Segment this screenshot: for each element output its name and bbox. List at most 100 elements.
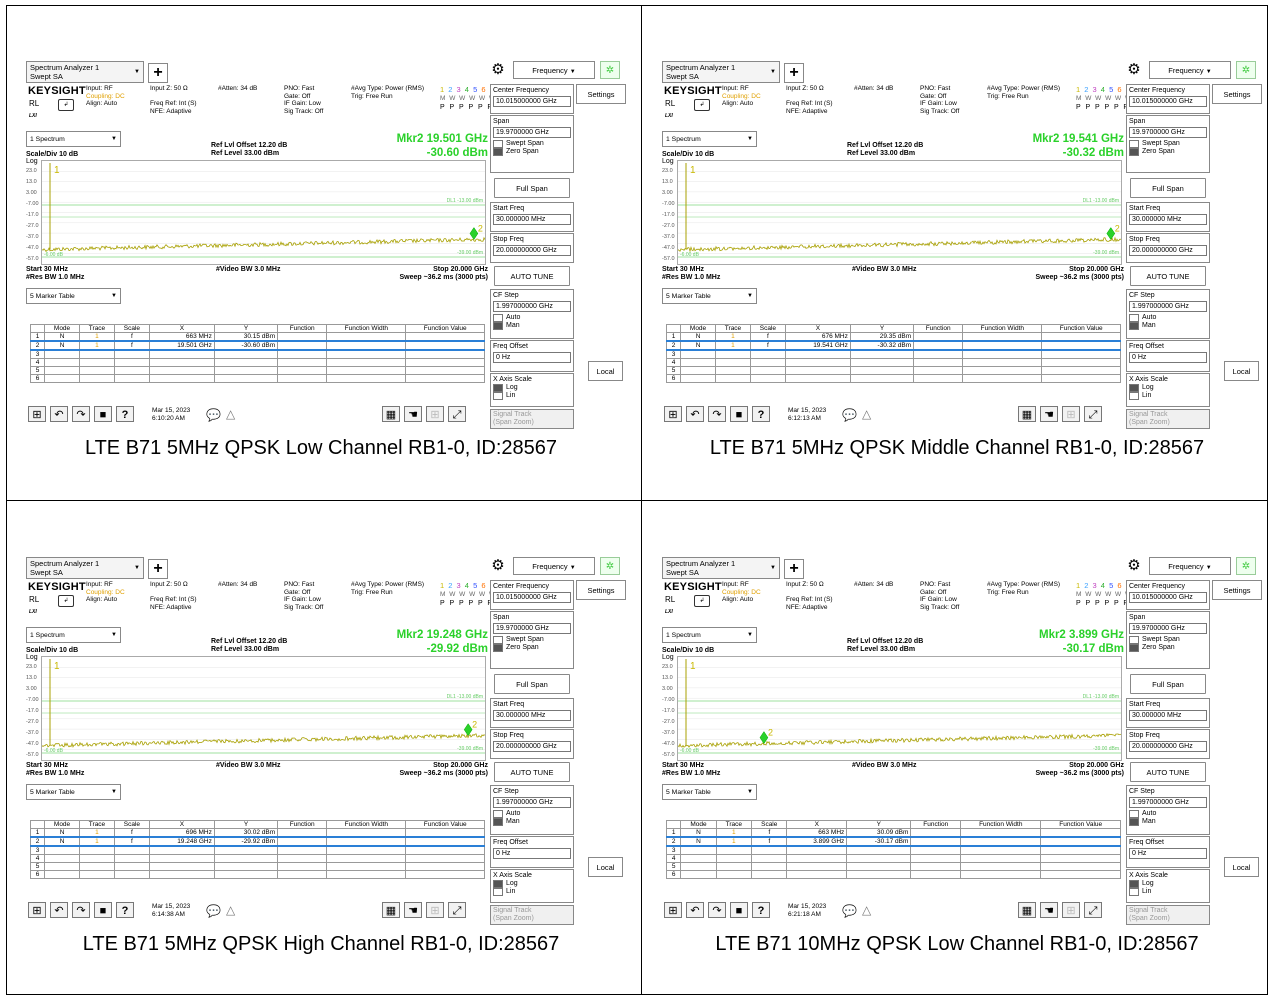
warning-icon[interactable]: △ — [226, 407, 236, 421]
lin-option[interactable]: Lin — [493, 888, 571, 896]
multi-window-icon[interactable]: ⊞ — [426, 902, 444, 918]
zero-span-option[interactable]: Zero Span — [1129, 148, 1207, 156]
span-value[interactable]: 19.9700000 GHz — [1129, 127, 1207, 138]
table-row[interactable]: 3 — [665, 845, 1121, 855]
table-row[interactable]: 6 — [665, 374, 1121, 383]
cf-step-man-option[interactable]: Man — [1129, 818, 1207, 826]
gear-icon[interactable]: ⚙ — [1127, 557, 1141, 574]
instrument-selector[interactable]: Spectrum Analyzer 1 Swept SA ▼ — [662, 557, 780, 579]
start-freq-field[interactable]: Start Freq 30.000000 MHz — [490, 202, 574, 232]
table-row[interactable]: 1 N 1 f 696 MHz 30.02 dBm — [29, 828, 485, 838]
x-axis-scale-field[interactable]: X Axis Scale Log Lin — [1126, 373, 1210, 407]
auto-tune-button[interactable]: AUTO TUNE — [494, 266, 570, 286]
undo-icon[interactable]: ↶ — [50, 406, 68, 422]
freq-offset-value[interactable]: 0 Hz — [493, 848, 571, 859]
settings-button[interactable]: Settings — [576, 580, 626, 600]
table-row[interactable]: 4 — [665, 358, 1121, 367]
freq-offset-value[interactable]: 0 Hz — [1129, 848, 1207, 859]
local-button[interactable]: Local — [588, 361, 623, 381]
cf-step-auto-option[interactable]: Auto — [493, 314, 571, 322]
spectrum-dropdown[interactable]: 1 Spectrum ▼ — [662, 627, 757, 643]
x-axis-scale-field[interactable]: X Axis Scale Log Lin — [490, 869, 574, 903]
frequency-menu-tab[interactable]: Frequency ▼ — [1149, 61, 1231, 79]
signal-track-button[interactable]: Signal Track (Span Zoom) — [490, 409, 574, 429]
marker-table-dropdown[interactable]: 5 Marker Table ▼ — [26, 784, 121, 800]
freq-offset-value[interactable]: 0 Hz — [1129, 352, 1207, 363]
span-field[interactable]: Span 19.9700000 GHz Swept Span Zero Span — [1126, 611, 1210, 669]
cf-step-value[interactable]: 1.997000000 GHz — [1129, 797, 1207, 808]
stop-freq-field[interactable]: Stop Freq 20.000000000 GHz — [1126, 233, 1210, 263]
freq-offset-field[interactable]: Freq Offset 0 Hz — [1126, 836, 1210, 868]
swept-span-option[interactable]: Swept Span — [1129, 636, 1207, 644]
table-row[interactable]: 2 N 1 f 19.541 GHz -30.32 dBm — [665, 340, 1121, 351]
signal-track-button[interactable]: Signal Track (Span Zoom) — [490, 905, 574, 925]
add-screen-button[interactable]: + — [784, 63, 804, 83]
cf-step-man-option[interactable]: Man — [493, 322, 571, 330]
frequency-menu-tab[interactable]: Frequency ▼ — [513, 557, 595, 575]
instrument-selector[interactable]: Spectrum Analyzer 1 Swept SA ▼ — [662, 61, 780, 83]
help-icon[interactable]: ? — [116, 902, 134, 918]
file-icon[interactable]: ■ — [730, 902, 748, 918]
gear-icon[interactable]: ⚙ — [491, 61, 505, 78]
span-value[interactable]: 19.9700000 GHz — [1129, 623, 1207, 634]
frequency-menu-tab[interactable]: Frequency ▼ — [513, 61, 595, 79]
table-row[interactable]: 4 — [29, 358, 485, 367]
center-frequency-field[interactable]: Center Frequency 10.015000000 GHz — [490, 84, 574, 114]
windows-icon[interactable]: ⊞ — [664, 902, 682, 918]
zero-span-option[interactable]: Zero Span — [493, 148, 571, 156]
spectrum-dropdown[interactable]: 1 Spectrum ▼ — [26, 131, 121, 147]
help-icon[interactable]: ? — [116, 406, 134, 422]
span-field[interactable]: Span 19.9700000 GHz Swept Span Zero Span — [490, 611, 574, 669]
cf-step-man-option[interactable]: Man — [493, 818, 571, 826]
cf-step-field[interactable]: CF Step 1.997000000 GHz Auto Man — [490, 289, 574, 339]
instrument-selector[interactable]: Spectrum Analyzer 1 Swept SA ▼ — [26, 557, 144, 579]
cf-step-auto-option[interactable]: Auto — [1129, 314, 1207, 322]
table-row[interactable]: 1 N 1 f 663 MHz 30.09 dBm — [665, 828, 1121, 838]
settings-button[interactable]: Settings — [576, 84, 626, 104]
cf-step-field[interactable]: CF Step 1.997000000 GHz Auto Man — [490, 785, 574, 835]
swept-span-option[interactable]: Swept Span — [493, 636, 571, 644]
keypad-icon[interactable]: ▦ — [1018, 902, 1036, 918]
redo-icon[interactable]: ↷ — [708, 406, 726, 422]
stop-freq-value[interactable]: 20.000000000 GHz — [1129, 245, 1207, 256]
start-freq-value[interactable]: 30.000000 MHz — [493, 710, 571, 721]
center-frequency-value[interactable]: 10.015000000 GHz — [1129, 96, 1207, 107]
table-row[interactable]: 4 — [665, 854, 1121, 863]
table-row[interactable]: 2 N 1 f 19.501 GHz -30.60 dBm — [29, 340, 485, 351]
lin-option[interactable]: Lin — [1129, 888, 1207, 896]
redo-icon[interactable]: ↷ — [72, 902, 90, 918]
gear-icon[interactable]: ⚙ — [491, 557, 505, 574]
signal-track-button[interactable]: Signal Track (Span Zoom) — [1126, 905, 1210, 925]
windows-icon[interactable]: ⊞ — [28, 406, 46, 422]
start-freq-field[interactable]: Start Freq 30.000000 MHz — [490, 698, 574, 728]
stop-freq-value[interactable]: 20.000000000 GHz — [493, 741, 571, 752]
chat-icon[interactable]: 💬 — [206, 904, 221, 918]
table-row[interactable]: 5 — [665, 366, 1121, 375]
table-row[interactable]: 1 N 1 f 663 MHz 30.15 dBm — [29, 332, 485, 342]
swept-span-option[interactable]: Swept Span — [1129, 140, 1207, 148]
table-row[interactable]: 6 — [665, 870, 1121, 879]
lin-option[interactable]: Lin — [1129, 392, 1207, 400]
fullscreen-icon[interactable]: ⤢ — [448, 406, 466, 422]
chat-icon[interactable]: 💬 — [206, 408, 221, 422]
table-row[interactable]: 3 — [665, 349, 1121, 359]
table-row[interactable]: 3 — [29, 349, 485, 359]
fullscreen-icon[interactable]: ⤢ — [1084, 406, 1102, 422]
touch-icon[interactable]: ☚ — [404, 406, 422, 422]
table-row[interactable]: 5 — [29, 366, 485, 375]
auto-tune-button[interactable]: AUTO TUNE — [1130, 266, 1206, 286]
add-screen-button[interactable]: + — [148, 63, 168, 83]
touch-icon[interactable]: ☚ — [1040, 406, 1058, 422]
multi-window-icon[interactable]: ⊞ — [1062, 902, 1080, 918]
cf-step-value[interactable]: 1.997000000 GHz — [1129, 301, 1207, 312]
start-freq-value[interactable]: 30.000000 MHz — [1129, 710, 1207, 721]
start-freq-value[interactable]: 30.000000 MHz — [1129, 214, 1207, 225]
table-row[interactable]: 2 N 1 f 19.248 GHz -29.92 dBm — [29, 836, 485, 847]
cf-step-auto-option[interactable]: Auto — [1129, 810, 1207, 818]
center-frequency-value[interactable]: 10.015000000 GHz — [1129, 592, 1207, 603]
frequency-menu-tab[interactable]: Frequency ▼ — [1149, 557, 1231, 575]
x-axis-scale-field[interactable]: X Axis Scale Log Lin — [1126, 869, 1210, 903]
file-icon[interactable]: ■ — [94, 406, 112, 422]
span-value[interactable]: 19.9700000 GHz — [493, 623, 571, 634]
